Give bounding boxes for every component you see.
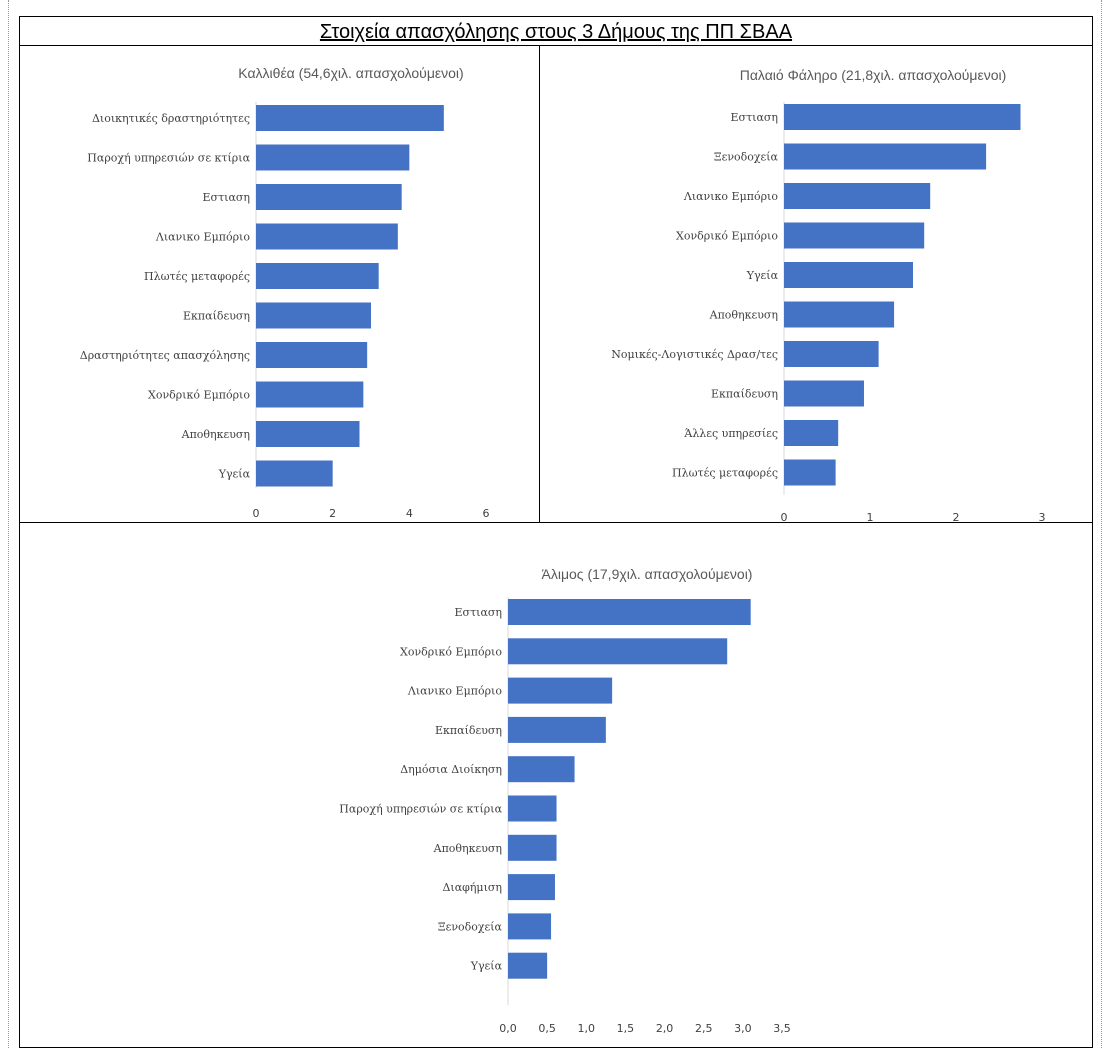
bar-4 (784, 262, 913, 288)
bar-8 (256, 421, 360, 447)
category-label: Αποθηκευση (181, 428, 250, 441)
chart-title: Καλλιθέα (54,6χιλ. απασχολούμενοι) (238, 65, 463, 81)
category-label: Υγεία (218, 468, 251, 481)
x-tick-label: 0,0 (499, 1022, 517, 1035)
x-tick-label: 2,0 (656, 1022, 674, 1035)
x-tick-label: 2 (329, 507, 336, 520)
category-label: Παροχή υπηρεσιών σε κτίρια (87, 152, 250, 165)
bar-0 (784, 104, 1021, 130)
category-label: Ξενοδοχεία (438, 920, 503, 933)
category-label: Πλωτές μεταφορές (144, 270, 250, 283)
bar-7 (508, 874, 555, 901)
category-label: Εκπαίδευση (435, 724, 502, 737)
bar-4 (508, 756, 575, 783)
x-tick-label: 3 (1039, 511, 1046, 524)
bar-9 (256, 460, 333, 487)
category-label: Υγεία (470, 960, 503, 973)
page-margin-guide-left (8, 0, 9, 1048)
category-label: Παροχή υπηρεσιών σε κτίρια (339, 803, 502, 816)
bar-1 (256, 144, 410, 171)
category-label: Εστιαση (203, 191, 250, 204)
x-tick-label: 0,5 (538, 1022, 556, 1035)
category-label: Δραστηριότητες απασχόλησης (80, 349, 250, 362)
category-label: Λιανικο Εμπόριο (155, 231, 250, 244)
bar-7 (256, 381, 364, 408)
category-label: Εστιαση (731, 111, 778, 124)
category-label: Αποθηκευση (709, 309, 778, 322)
category-label: Λιανικο Εμπόριο (683, 190, 778, 203)
x-tick-label: 3,5 (773, 1022, 791, 1035)
page-margin-guide-right (1101, 0, 1102, 1048)
bar-0 (508, 599, 751, 625)
x-tick-label: 3,0 (734, 1022, 752, 1035)
bar-8 (784, 420, 839, 446)
category-label: Νομικές-Λογιστικές Δρασ/τες (611, 348, 778, 361)
bar-7 (784, 380, 864, 407)
category-label: Διοικητικές δραστηριότητες (92, 112, 250, 125)
x-tick-label: 0 (781, 511, 788, 524)
bar-2 (508, 677, 613, 704)
bar-2 (256, 184, 402, 210)
category-label: Λιανικο Εμπόριο (407, 685, 502, 698)
category-label: Χονδρικό Εμπόριο (148, 389, 250, 402)
category-label: Δημόσια Διοίκηση (400, 763, 502, 776)
bar-3 (784, 222, 925, 249)
category-label: Αποθηκευση (433, 842, 502, 855)
x-tick-label: 0 (253, 507, 260, 520)
category-label: Διαφήμιση (442, 881, 502, 894)
bar-6 (256, 342, 368, 368)
category-label: Χονδρικό Εμπόριο (676, 230, 778, 243)
x-tick-label: 2 (953, 511, 960, 524)
chart-title: Παλαιό Φάληρο (21,8χιλ. απασχολούμενοι) (740, 67, 1007, 83)
bar-5 (256, 302, 371, 329)
category-label: Χονδρικό Εμπόριο (400, 645, 502, 658)
table-divider-middle (539, 45, 540, 522)
category-label: Υγεία (746, 269, 779, 282)
bar-9 (784, 459, 836, 486)
bar-4 (256, 263, 379, 289)
category-label: Ξενοδοχεία (714, 151, 779, 164)
x-tick-label: 1,5 (617, 1022, 635, 1035)
bar-2 (784, 183, 931, 209)
bar-5 (784, 301, 895, 328)
bar-1 (508, 638, 728, 665)
table-divider-title (20, 45, 1092, 46)
bar-1 (784, 143, 987, 170)
bar-3 (256, 223, 398, 250)
bar-6 (784, 341, 879, 367)
category-label: Άλλες υπηρεσίες (683, 427, 778, 440)
x-tick-label: 1 (867, 511, 874, 524)
bar-5 (508, 795, 557, 822)
bar-6 (508, 834, 557, 861)
x-tick-label: 2,5 (695, 1022, 713, 1035)
x-tick-label: 1,0 (578, 1022, 596, 1035)
category-label: Εκπαίδευση (711, 388, 778, 401)
category-label: Εστιαση (455, 606, 502, 619)
page-title: Στοιχεία απασχόλησης στους 3 Δήμους της … (319, 21, 793, 43)
x-tick-label: 6 (483, 507, 490, 520)
chart-title: Άλιμος (17,9χιλ. απασχολούμενοι) (542, 566, 753, 582)
bar-3 (508, 716, 606, 743)
bar-9 (508, 952, 548, 979)
category-label: Εκπαίδευση (183, 310, 250, 323)
category-label: Πλωτές μεταφορές (672, 467, 778, 480)
table-divider-row (20, 522, 1092, 523)
x-tick-label: 4 (406, 507, 413, 520)
bar-8 (508, 913, 552, 940)
bar-0 (256, 105, 444, 131)
